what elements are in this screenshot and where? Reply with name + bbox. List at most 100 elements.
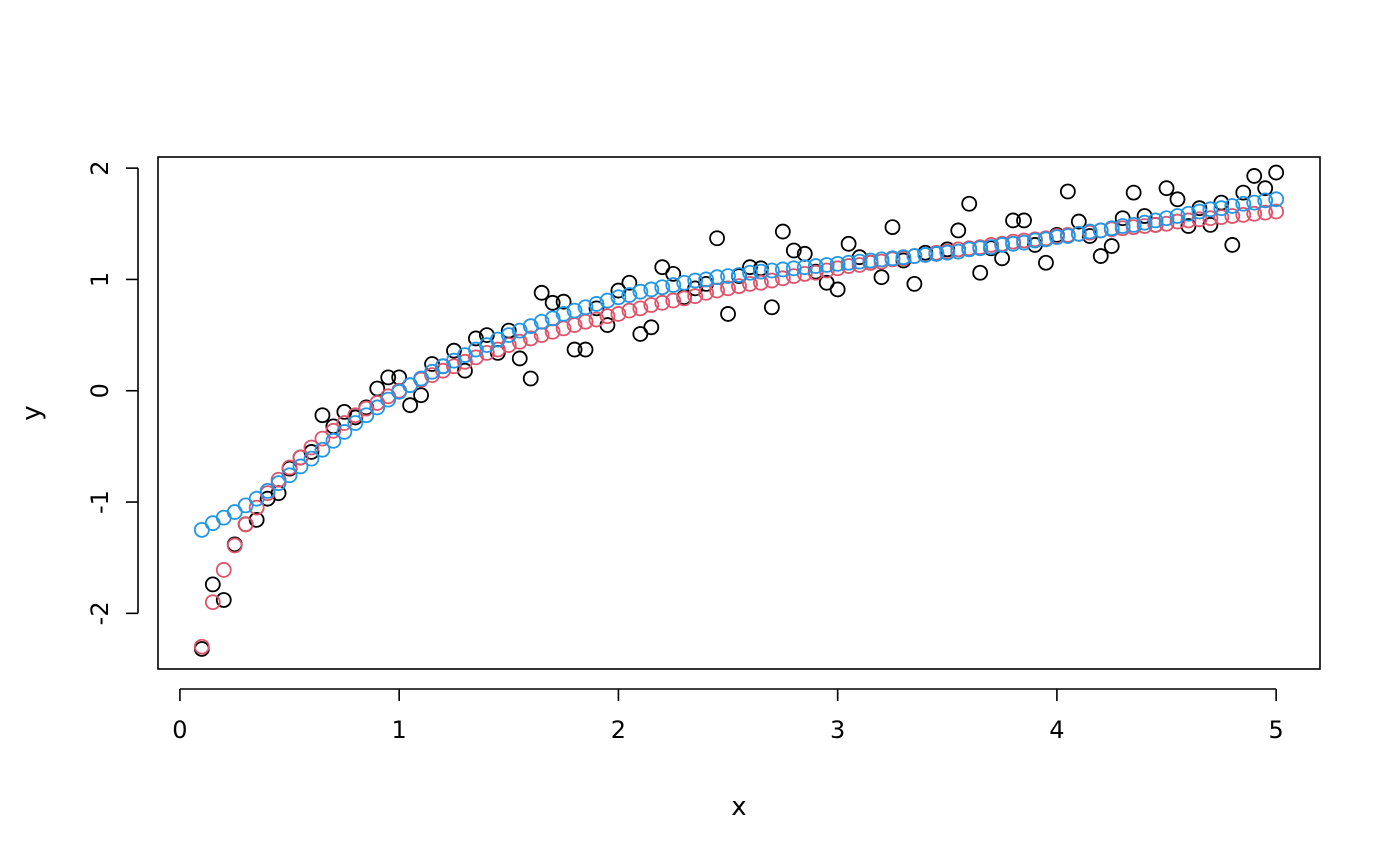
- data-point: [763, 299, 780, 316]
- data-point: [1246, 194, 1263, 211]
- data-point: [796, 259, 813, 276]
- data-point: [336, 415, 353, 431]
- data-point: [643, 319, 660, 336]
- data-point: [1147, 212, 1164, 229]
- data-point: [1005, 212, 1021, 229]
- data-point: [643, 281, 660, 298]
- data-point: [807, 258, 824, 274]
- data-point: [829, 255, 846, 272]
- data-point: [314, 441, 331, 458]
- data-point: [928, 245, 945, 262]
- y-tick-label: 2: [86, 160, 114, 175]
- data-point: [380, 391, 397, 408]
- data-point: [1038, 231, 1054, 248]
- data-point: [731, 278, 747, 295]
- data-point: [544, 294, 561, 311]
- data-point: [1005, 235, 1021, 252]
- data-point: [698, 271, 715, 288]
- data-point: [511, 322, 528, 339]
- data-point: [413, 387, 429, 404]
- data-point: [1092, 248, 1109, 264]
- y-axis: -2 -1 0 1 2: [86, 160, 139, 625]
- data-point: [774, 261, 791, 278]
- data-point: [292, 449, 309, 466]
- data-point: [500, 327, 517, 343]
- data-point: [961, 195, 978, 212]
- data-point: [489, 341, 506, 358]
- data-point: [1235, 195, 1252, 212]
- data-point: [544, 310, 561, 327]
- data-point: [478, 344, 495, 361]
- data-point: [248, 499, 265, 516]
- data-point: [763, 262, 780, 279]
- data-point: [884, 219, 901, 236]
- data-point: [457, 353, 473, 370]
- data-point: [1268, 191, 1285, 208]
- data-point: [281, 459, 298, 476]
- data-point: [1158, 180, 1175, 197]
- data-point: [314, 430, 331, 447]
- data-point: [1016, 212, 1032, 229]
- data-point: [709, 230, 725, 247]
- data-point: [621, 274, 638, 291]
- data-point: [763, 272, 780, 289]
- data-point: [1059, 228, 1076, 244]
- data-point: [676, 290, 693, 307]
- data-point: [1114, 218, 1131, 234]
- data-point: [709, 269, 725, 286]
- data-point: [939, 244, 956, 261]
- data-point: [588, 296, 605, 312]
- data-point: [665, 277, 682, 293]
- data-point: [380, 369, 397, 386]
- data-point: [1246, 205, 1263, 222]
- data-point: [1158, 210, 1175, 227]
- x-tick-label: 0: [172, 716, 187, 744]
- data-point: [862, 252, 879, 269]
- data-point: [1136, 208, 1153, 224]
- data-point: [884, 250, 901, 267]
- data-point: [610, 289, 627, 306]
- y-tick-label: -2: [86, 601, 114, 625]
- data-point: [1158, 215, 1175, 232]
- data-point: [281, 467, 298, 484]
- data-point: [566, 341, 583, 358]
- data-point: [402, 397, 419, 414]
- data-point: [369, 399, 386, 416]
- data-point: [785, 260, 802, 277]
- data-point: [1125, 184, 1142, 201]
- data-point: [687, 288, 704, 305]
- data-point: [917, 247, 934, 263]
- x-axis-title: x: [731, 792, 746, 822]
- data-point: [742, 264, 758, 281]
- data-point: [665, 265, 682, 282]
- data-point: [226, 537, 243, 554]
- data-point: [720, 280, 736, 297]
- x-tick-label: 2: [611, 716, 626, 744]
- data-point: [347, 415, 364, 431]
- data-point: [1257, 204, 1274, 221]
- data-point: [588, 311, 605, 328]
- data-point: [1125, 216, 1142, 233]
- data-point: [654, 279, 671, 296]
- data-point: [1081, 223, 1098, 240]
- x-tick-label: 5: [1269, 716, 1284, 744]
- data-point: [577, 341, 594, 358]
- data-point: [906, 275, 923, 292]
- data-point: [906, 248, 923, 264]
- data-point: [983, 239, 1000, 256]
- data-point: [873, 251, 890, 268]
- data-point: [720, 268, 736, 285]
- data-point: [599, 308, 616, 325]
- data-point: [851, 253, 868, 270]
- data-point: [555, 293, 572, 310]
- data-point: [972, 264, 989, 281]
- data-point: [873, 269, 890, 286]
- data-point: [774, 270, 791, 287]
- data-point: [1136, 214, 1153, 231]
- data-point: [1169, 213, 1186, 230]
- data-point: [950, 222, 967, 239]
- data-point: [1016, 234, 1032, 251]
- data-point: [489, 331, 506, 348]
- data-point: [599, 292, 616, 309]
